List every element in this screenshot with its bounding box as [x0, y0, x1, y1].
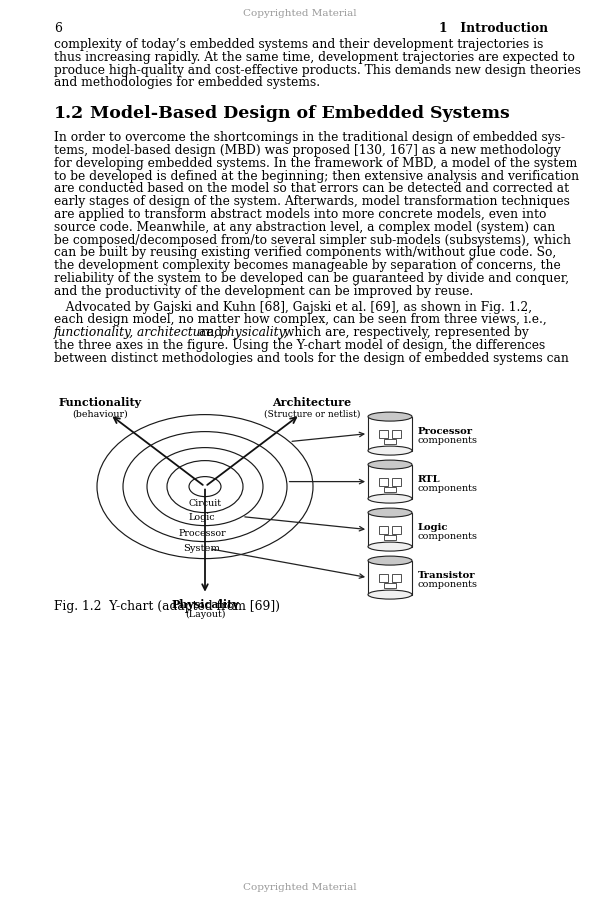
Text: are applied to transform abstract models into more concrete models, even into: are applied to transform abstract models…	[54, 208, 547, 221]
Text: and: and	[196, 326, 226, 339]
Bar	[384, 487, 396, 492]
Text: for developing embedded systems. In the framework of MBD, a model of the system: for developing embedded systems. In the …	[54, 157, 577, 170]
Text: Logic: Logic	[188, 513, 215, 522]
Bar	[379, 526, 388, 535]
Text: to be developed is defined at the beginning; then extensive analysis and verific: to be developed is defined at the beginn…	[54, 169, 579, 183]
Bar	[379, 430, 388, 438]
Text: between distinct methodologies and tools for the design of embedded systems can: between distinct methodologies and tools…	[54, 352, 569, 365]
Text: Functionality: Functionality	[58, 397, 142, 408]
Text: 6: 6	[54, 22, 62, 35]
Ellipse shape	[368, 508, 412, 518]
Text: Advocated by Gajski and Kuhn [68], Gajski et al. [69], as shown in Fig. 1.2,: Advocated by Gajski and Kuhn [68], Gajsk…	[54, 301, 532, 313]
Text: Processor: Processor	[178, 529, 226, 538]
Text: functionality, architecture,: functionality, architecture,	[54, 326, 218, 339]
Text: each design model, no matter how complex, can be seen from three views, i.e.,: each design model, no matter how complex…	[54, 313, 547, 327]
Ellipse shape	[368, 542, 412, 551]
Text: (behaviour): (behaviour)	[72, 410, 128, 418]
Text: F(...): F(...)	[381, 565, 399, 573]
Ellipse shape	[368, 494, 412, 503]
Bar	[368, 561, 412, 595]
Text: early stages of design of the system. Afterwards, model transformation technique: early stages of design of the system. Af…	[54, 195, 570, 208]
Bar	[384, 536, 396, 540]
Text: Copyrighted Material: Copyrighted Material	[243, 9, 357, 18]
Text: can be built by reusing existing verified components with/without glue code. So,: can be built by reusing existing verifie…	[54, 247, 556, 259]
Text: components: components	[418, 436, 478, 446]
Text: are conducted based on the model so that errors can be detected and corrected at: are conducted based on the model so that…	[54, 183, 569, 195]
Text: Fig. 1.2  Y-chart (adapted from [69]): Fig. 1.2 Y-chart (adapted from [69])	[54, 599, 280, 613]
Bar	[368, 417, 412, 451]
Text: Model-Based Design of Embedded Systems: Model-Based Design of Embedded Systems	[90, 105, 510, 122]
Text: and the productivity of the development can be improved by reuse.: and the productivity of the development …	[54, 284, 473, 298]
Ellipse shape	[368, 556, 412, 565]
Text: be composed/decomposed from/to several simpler sub-models (subsystems), which: be composed/decomposed from/to several s…	[54, 234, 571, 247]
Text: (Layout): (Layout)	[185, 609, 225, 618]
Ellipse shape	[368, 590, 412, 599]
Text: F(...): F(...)	[381, 421, 399, 429]
Bar	[392, 526, 401, 535]
Text: Logic: Logic	[418, 523, 448, 532]
Bar	[392, 478, 401, 486]
Text: the development complexity becomes manageable by separation of concerns, the: the development complexity becomes manag…	[54, 259, 561, 272]
Text: components: components	[418, 580, 478, 590]
Text: source code. Meanwhile, at any abstraction level, a complex model (system) can: source code. Meanwhile, at any abstracti…	[54, 220, 555, 234]
Text: thus increasing rapidly. At the same time, development trajectories are expected: thus increasing rapidly. At the same tim…	[54, 50, 575, 64]
Text: F(...): F(...)	[381, 469, 399, 477]
Bar	[368, 464, 412, 499]
Text: (Structure or netlist): (Structure or netlist)	[264, 410, 360, 418]
Bar	[384, 439, 396, 445]
Text: Architecture: Architecture	[272, 397, 352, 408]
Text: reliability of the system to be developed can be guaranteed by divide and conque: reliability of the system to be develope…	[54, 272, 569, 285]
Text: tems, model-based design (MBD) was proposed [130, 167] as a new methodology: tems, model-based design (MBD) was propo…	[54, 144, 561, 157]
Text: and methodologies for embedded systems.: and methodologies for embedded systems.	[54, 76, 320, 89]
Text: 1.2: 1.2	[54, 105, 84, 122]
Text: physicality,: physicality,	[220, 326, 289, 339]
Bar	[368, 513, 412, 546]
Text: System: System	[184, 544, 221, 554]
Text: Transistor: Transistor	[418, 572, 476, 580]
Text: Circuit: Circuit	[188, 500, 221, 508]
Text: Processor: Processor	[418, 428, 473, 436]
Bar	[392, 430, 401, 438]
Text: components: components	[418, 532, 478, 541]
Text: Physicality: Physicality	[171, 598, 239, 609]
Text: which are, respectively, represented by: which are, respectively, represented by	[280, 326, 529, 339]
Bar	[379, 574, 388, 582]
Bar	[379, 478, 388, 486]
Ellipse shape	[368, 460, 412, 469]
Text: F(...): F(...)	[381, 518, 399, 525]
Ellipse shape	[368, 446, 412, 455]
Ellipse shape	[368, 412, 412, 421]
Text: complexity of today’s embedded systems and their development trajectories is: complexity of today’s embedded systems a…	[54, 38, 544, 51]
Text: produce high-quality and cost-effective products. This demands new design theori: produce high-quality and cost-effective …	[54, 64, 581, 76]
Text: In order to overcome the shortcomings in the traditional design of embedded sys-: In order to overcome the shortcomings in…	[54, 131, 565, 144]
Bar	[392, 574, 401, 582]
Text: Copyrighted Material: Copyrighted Material	[243, 883, 357, 892]
Bar	[384, 583, 396, 589]
Text: 1   Introduction: 1 Introduction	[439, 22, 548, 35]
Text: RTL: RTL	[418, 475, 440, 484]
Text: the three axes in the figure. Using the Y-chart model of design, the differences: the three axes in the figure. Using the …	[54, 339, 545, 352]
Text: components: components	[418, 484, 478, 493]
